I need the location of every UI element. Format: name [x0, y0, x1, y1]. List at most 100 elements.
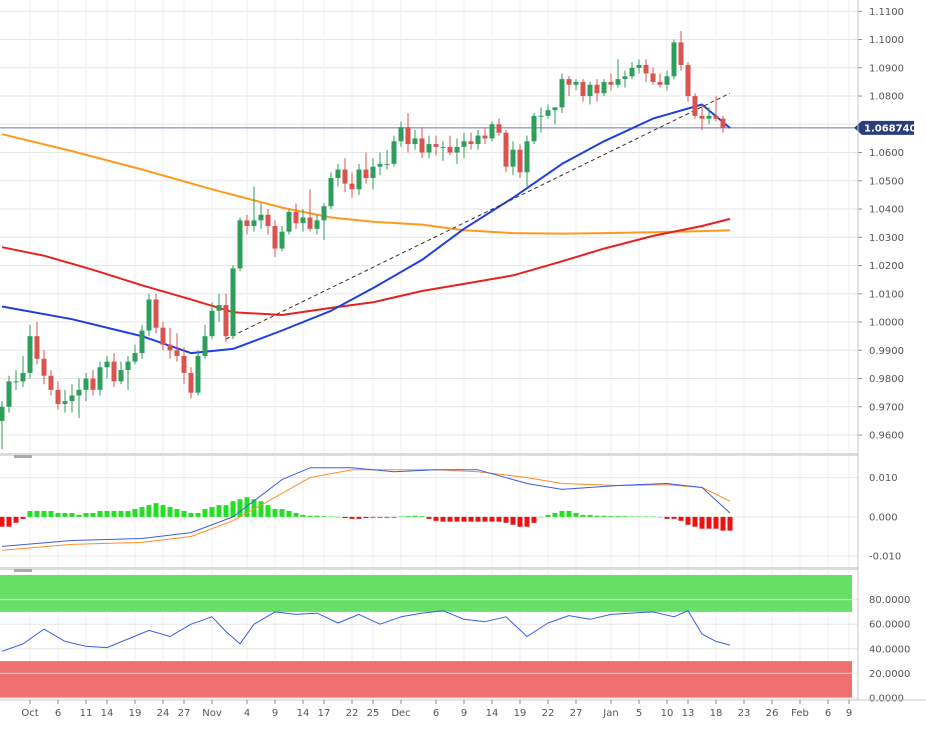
candle-body [55, 389, 61, 404]
x-axis-label: 25 [367, 708, 380, 719]
candle-body [594, 84, 600, 94]
candle-body [559, 79, 565, 108]
macd-histogram-bar [713, 516, 719, 529]
candle-body [62, 401, 68, 404]
macd-histogram-bar [524, 516, 530, 527]
macd-histogram-bar [727, 516, 733, 531]
macd-histogram-bar [629, 516, 635, 518]
last-price-badge [854, 120, 914, 135]
candle-body [97, 367, 103, 390]
x-axis-label: 14 [297, 708, 310, 719]
candle-body [580, 81, 586, 97]
macd-histogram-bar [699, 516, 705, 529]
macd-histogram-bar [363, 516, 369, 519]
candle-body [90, 378, 96, 390]
macd-histogram-bar [531, 516, 537, 523]
macd-axis-label: 0.010 [869, 473, 898, 484]
price-axis-label: 1.0300 [869, 233, 904, 244]
x-axis-label: 6 [825, 708, 831, 719]
rsi-overbought-band [0, 575, 852, 612]
candle-body [391, 141, 397, 164]
x-axis-label: 11 [80, 708, 93, 719]
macd-histogram-bar [650, 516, 656, 518]
macd-histogram-bar [587, 514, 593, 517]
price-axis-label: 1.0800 [869, 92, 904, 103]
macd-histogram-bar [272, 509, 278, 517]
macd-histogram-bar [153, 503, 159, 517]
macd-histogram-bar [139, 507, 145, 517]
macd-histogram-bar [377, 516, 383, 518]
macd-histogram-bar [34, 511, 40, 517]
candle-body [622, 76, 628, 80]
candle-body [685, 64, 691, 97]
candle-body [384, 163, 390, 165]
macd-histogram-bar [48, 511, 54, 517]
candle-body [160, 327, 166, 345]
macd-histogram-bar [692, 516, 698, 527]
macd-histogram-bar [559, 511, 565, 517]
x-axis-label: 17 [318, 708, 331, 719]
candle-body [349, 183, 355, 190]
x-axis-label: 24 [157, 708, 170, 719]
macd-histogram-bar [601, 515, 607, 517]
macd-histogram-bar [118, 511, 124, 517]
macd-histogram-bar [615, 516, 621, 517]
rsi-oversold-band [0, 661, 852, 698]
x-axis-label: 27 [178, 708, 191, 719]
macd-histogram-bar [55, 512, 61, 517]
candle-body [307, 217, 313, 229]
macd-histogram-bar [125, 511, 131, 517]
candle-body [629, 67, 635, 77]
candle-body [706, 115, 712, 119]
macd-histogram-bar [398, 516, 404, 518]
candle-body [188, 372, 194, 393]
macd-histogram-bar [13, 516, 19, 523]
x-axis-label: 19 [514, 708, 527, 719]
panel-resize-handle [14, 569, 32, 572]
macd-histogram-bar [482, 516, 488, 522]
macd-histogram-bar [566, 511, 572, 517]
macd-histogram-bar [174, 509, 180, 517]
x-axis-label: 9 [272, 708, 278, 719]
macd-histogram-bar [188, 512, 194, 517]
macd-histogram-bar [20, 516, 26, 519]
macd-histogram-bar [307, 515, 313, 517]
macd-histogram-bar [6, 516, 12, 527]
macd-histogram-bar [314, 515, 320, 517]
macd-histogram-bar [636, 516, 642, 518]
candle-body [615, 79, 621, 85]
macd-histogram-bar [300, 514, 306, 517]
macd-histogram-bar [286, 511, 292, 517]
sma200-line [1, 133, 731, 235]
macd-histogram-bar [83, 512, 89, 517]
macd-histogram-bar [321, 516, 327, 517]
candle-body [209, 310, 215, 337]
candle-body [0, 406, 5, 421]
panel-separator [0, 567, 858, 570]
x-axis-label: Dec [391, 708, 410, 719]
candle-body [692, 96, 698, 116]
candle-body [601, 81, 607, 94]
x-axis-label: 22 [346, 708, 359, 719]
price-axis-label: 0.9900 [869, 346, 904, 357]
macd-histogram-bar [426, 516, 432, 519]
candle-body [433, 144, 439, 147]
candle-body [510, 149, 516, 167]
x-axis-label: 4 [244, 708, 250, 719]
candle-body [552, 107, 558, 111]
macd-histogram-bar [594, 515, 600, 517]
candle-body [356, 169, 362, 190]
candle-body [671, 42, 677, 77]
panel-resize-handle [14, 455, 32, 458]
candle-body [538, 115, 544, 117]
x-axis-label: 26 [766, 708, 779, 719]
macd-histogram-bar [657, 516, 663, 518]
macd-histogram-bar [195, 512, 201, 517]
x-axis-label: 18 [710, 708, 723, 719]
macd-histogram-bar [545, 514, 551, 517]
candle-body [650, 73, 656, 82]
price-axis-label: 1.0600 [869, 148, 904, 159]
candle-body [643, 64, 649, 74]
price-axis-label: 1.0000 [869, 318, 904, 329]
candle-body [636, 64, 642, 68]
